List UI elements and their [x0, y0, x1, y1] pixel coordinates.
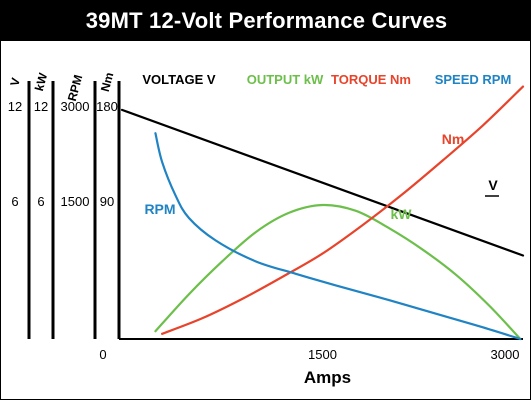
legend-item-0: VOLTAGE V: [142, 72, 216, 87]
chart-title: 39MT 12-Volt Performance Curves: [1, 1, 530, 41]
axis-unit-v: V: [7, 76, 23, 87]
axis-tick-kw: 6: [37, 194, 44, 209]
x-tick-label: 0: [99, 347, 106, 362]
legend-item-2: TORQUE Nm: [331, 72, 411, 87]
legend-item-1: OUTPUT kW: [247, 72, 324, 87]
axis-tick-v: 12: [8, 99, 22, 114]
axis-tick-rpm: 1500: [61, 194, 90, 209]
axes-layer: [27, 81, 523, 340]
axis-tick-kw: 12: [34, 99, 48, 114]
legend-item-3: SPEED RPM: [435, 72, 512, 87]
series-layer: [120, 85, 525, 341]
axis-tick-nm: 180: [96, 99, 118, 114]
axis-unit-rpm: RPM: [65, 73, 85, 102]
series-line-kw: [154, 203, 522, 341]
x-tick-label: 1500: [308, 347, 337, 362]
series-label-nm: Nm: [442, 131, 465, 147]
axis-unit-kw: kW: [32, 71, 50, 93]
series-line-nm: [161, 85, 525, 335]
series-label-rpm: RPM: [144, 201, 175, 217]
axis-unit-nm: Nm: [98, 71, 117, 93]
x-tick-label: 3000: [491, 347, 520, 362]
axis-tick-nm: 90: [100, 194, 114, 209]
series-label-kw: kW: [391, 206, 413, 222]
series-line-rpm: [154, 132, 522, 341]
axis-tick-rpm: 3000: [61, 99, 90, 114]
x-axis-title: Amps: [304, 368, 351, 387]
axis-tick-v: 6: [11, 194, 18, 209]
series-label-v: V: [488, 177, 498, 193]
series-line-v: [120, 108, 525, 257]
